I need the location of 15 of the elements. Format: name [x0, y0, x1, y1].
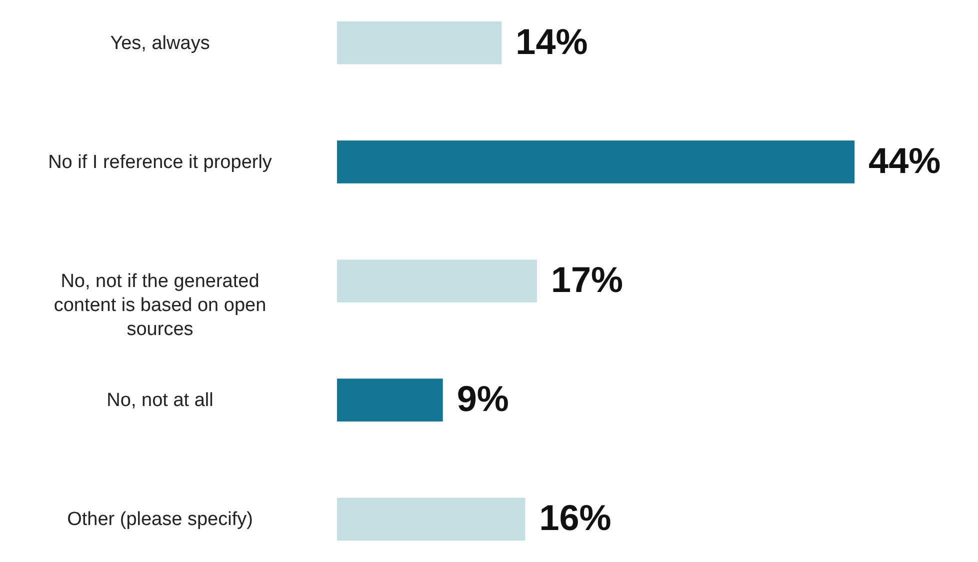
y-tick-label: No if I reference it properly: [48, 152, 272, 173]
data-label: 16%: [539, 497, 612, 538]
y-tick-label: No, not at all: [106, 390, 214, 412]
data-label: 44%: [868, 140, 941, 181]
data-label: 14%: [516, 20, 588, 62]
data-label: 9%: [456, 378, 509, 420]
bar: [337, 21, 502, 64]
bar: [337, 140, 855, 184]
bar: [337, 378, 443, 422]
y-tick-label: No, not if the generated content is based on open sources: [54, 271, 266, 340]
bar: [337, 260, 537, 302]
bar: [337, 498, 526, 541]
data-label: 17%: [550, 259, 624, 300]
y-tick-label: Yes, always: [110, 32, 210, 54]
y-tick-label: Other (please specify): [67, 509, 253, 530]
